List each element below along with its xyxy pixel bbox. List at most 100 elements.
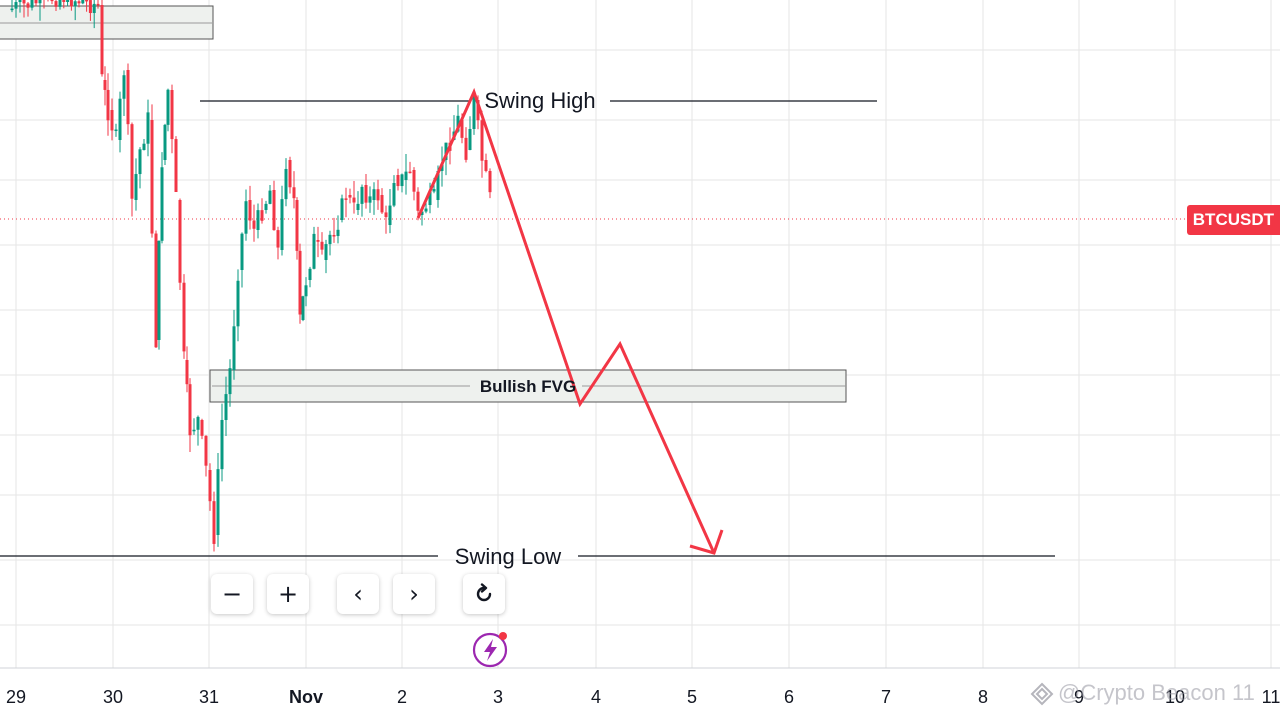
candle-body [54, 1, 58, 7]
labels-layer: Swing High Swing Low Bullish FVG [455, 88, 596, 569]
candle-body [376, 189, 380, 201]
candle-body [10, 8, 14, 11]
candle-body [224, 394, 228, 420]
candle-body [420, 211, 424, 215]
candle-body [77, 1, 81, 4]
reset-icon [476, 583, 492, 602]
candle-body [464, 137, 468, 160]
candle-body [170, 90, 174, 140]
brand-logo-icon [1030, 682, 1054, 706]
candle-body [416, 191, 420, 211]
candle-body [424, 208, 428, 212]
candle-body [163, 124, 167, 160]
scroll-left-button[interactable]: ‹ [337, 574, 379, 614]
chevron-right-icon: › [409, 580, 419, 608]
scroll-right-button[interactable]: › [393, 574, 435, 614]
candle-body [484, 160, 488, 171]
candle-body [73, 1, 77, 7]
candles-layer [10, 0, 492, 552]
candle-body [142, 143, 146, 150]
candle-body [436, 170, 440, 200]
candle-body [380, 195, 384, 213]
candle-body [34, 0, 38, 4]
x-tick-label: 3 [493, 687, 503, 707]
candle-body [280, 199, 284, 250]
candle-body [130, 124, 134, 199]
x-tick-label: 4 [591, 687, 601, 707]
candle-body [66, 0, 70, 3]
x-tick-label: 30 [103, 687, 123, 707]
swing-high-label: Swing High [484, 88, 595, 113]
candle-body [432, 189, 436, 192]
candle-body [106, 89, 110, 121]
x-tick-label: 9 [1074, 687, 1084, 707]
candle-body [182, 282, 186, 352]
reset-chart-button[interactable] [463, 574, 505, 614]
arrow-head [689, 529, 724, 555]
candle-body [208, 470, 212, 502]
candle-body [268, 190, 272, 204]
candle-body [316, 240, 320, 242]
candle-body [122, 75, 126, 99]
projection-arrow [416, 87, 724, 555]
lightning-icon[interactable] [472, 630, 510, 668]
candle-body [212, 501, 216, 544]
candle-body [256, 210, 260, 230]
candle-body [126, 70, 130, 125]
candle-body [356, 203, 360, 210]
candle-body [298, 250, 302, 315]
x-tick-label: 31 [199, 687, 219, 707]
candle-body [480, 120, 484, 161]
chart-grid [0, 0, 1280, 668]
candle-body [392, 183, 396, 206]
candle-body [276, 230, 280, 248]
candle-body [384, 212, 388, 218]
candle-body [204, 435, 208, 466]
x-tick-label: 11 [1262, 687, 1280, 707]
candle-body [352, 197, 356, 203]
candle-body [312, 233, 316, 269]
candle-body [372, 189, 376, 200]
x-tick-label: 6 [784, 687, 794, 707]
candle-body [412, 170, 416, 192]
x-tick-label: 2 [397, 687, 407, 707]
candle-body [456, 115, 460, 132]
candle-body [160, 167, 164, 241]
candle-body [336, 229, 340, 237]
x-tick-label: 5 [687, 687, 697, 707]
candle-body [476, 100, 480, 121]
candle-body [240, 233, 244, 270]
candle-body [388, 205, 392, 225]
candle-body [62, 0, 66, 3]
zoom-out-button[interactable]: − [211, 574, 253, 614]
x-tick-label: Nov [289, 687, 323, 707]
candle-body [100, 5, 104, 75]
candle-body [134, 174, 138, 200]
candle-body [460, 120, 464, 138]
projection-path [416, 87, 716, 554]
candle-body [69, 0, 73, 7]
candle-body [328, 234, 332, 245]
candle-body [284, 168, 288, 200]
candle-body [308, 268, 312, 280]
candle-body [396, 175, 400, 187]
candle-body [192, 429, 196, 432]
candle-body [301, 296, 305, 320]
candle-body [22, 0, 26, 4]
zoom-in-button[interactable]: + [267, 574, 309, 614]
candle-body [185, 360, 189, 385]
zones-layer [0, 5, 847, 403]
x-tick-label: 7 [881, 687, 891, 707]
candle-body [228, 368, 232, 395]
candle-body [154, 233, 158, 348]
candle-body [236, 280, 240, 327]
candle-body [103, 80, 107, 90]
candle-body [368, 196, 372, 203]
candle-body [114, 129, 118, 132]
candle-body [324, 244, 328, 260]
swing-low-label: Swing Low [455, 544, 562, 569]
candle-body [288, 160, 292, 188]
candle-body [295, 200, 299, 251]
levels-layer [0, 100, 1055, 557]
